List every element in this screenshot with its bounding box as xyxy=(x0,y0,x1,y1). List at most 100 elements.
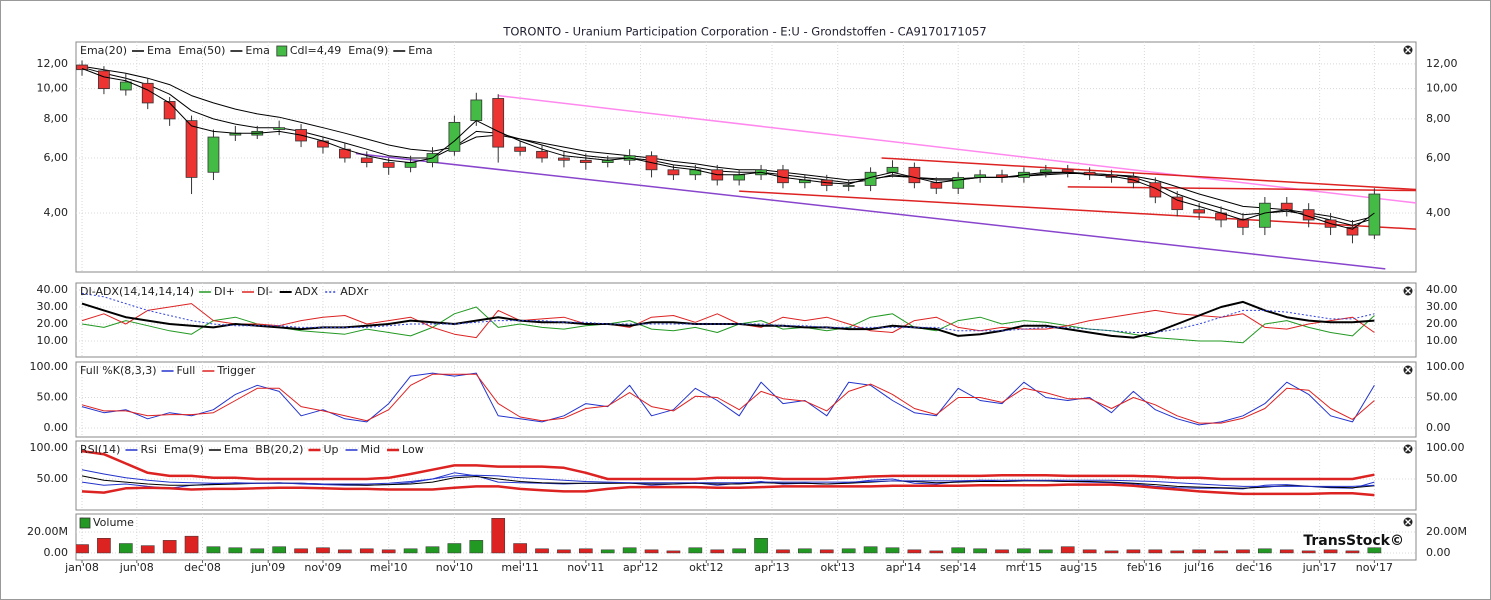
volume-bar xyxy=(403,548,418,554)
volume-bar xyxy=(316,547,330,554)
close-button[interactable] xyxy=(1403,286,1413,296)
x-tick-label: feb'16 xyxy=(1127,561,1162,574)
close-button[interactable] xyxy=(1403,444,1413,454)
candle-body xyxy=(1237,219,1249,228)
panel-frame xyxy=(75,361,1417,438)
plot-area xyxy=(76,514,1416,560)
x-tick-label: nov'09 xyxy=(304,561,341,574)
y-tick-label-right: 30.00 xyxy=(1426,300,1458,313)
y-tick-label: 50.00 xyxy=(37,472,69,485)
x-tick-label: apr'13 xyxy=(754,561,789,574)
y-tick-label: 10.00 xyxy=(37,334,69,347)
x-tick-label: dec'08 xyxy=(184,561,221,574)
legend-entry: ADXr xyxy=(340,285,369,298)
legend-label: Ema(9) xyxy=(348,44,388,57)
series-line xyxy=(81,483,1375,497)
y-tick-label: 10,00 xyxy=(37,82,69,95)
volume-bar xyxy=(250,548,265,554)
legend-entry: Full xyxy=(177,364,196,377)
x-tick-label: dec'16 xyxy=(1235,561,1272,574)
y-tick-label: 6,00 xyxy=(44,151,69,164)
x-tick-label: jul'16 xyxy=(1183,561,1214,574)
volume-bar xyxy=(338,549,352,554)
candle-body xyxy=(1149,182,1162,198)
panel-frame xyxy=(75,440,1417,511)
volume-bar xyxy=(162,540,177,554)
close-button[interactable] xyxy=(1403,517,1413,527)
legend-title: RSI(14) xyxy=(80,443,120,456)
legend-entry: Cdl=4,49 xyxy=(290,44,341,57)
candle-body xyxy=(98,70,110,90)
x-tick-label: mei'11 xyxy=(501,561,539,574)
y-tick-label: 50.00 xyxy=(37,390,69,403)
legend-swatch xyxy=(79,517,91,529)
volume-bar xyxy=(841,548,856,554)
y-tick-label-right: 0.00 xyxy=(1426,421,1451,434)
y-tick-label-right: 6,00 xyxy=(1426,151,1451,164)
series-line xyxy=(81,68,1375,230)
close-button[interactable] xyxy=(1403,365,1413,375)
volume-bar xyxy=(929,550,944,554)
legend-title: Full %K(8,3,3) xyxy=(80,364,157,377)
candle-body xyxy=(382,162,395,168)
volume-bar xyxy=(228,547,243,554)
series-line xyxy=(81,449,1375,481)
x-tick-label: jun'08 xyxy=(119,561,154,574)
candle-body xyxy=(1368,193,1381,236)
y-tick-label-right: 50.00 xyxy=(1426,390,1458,403)
y-tick-label: 20.00M xyxy=(27,525,68,538)
volume-bar xyxy=(907,549,922,554)
trendline xyxy=(739,190,1416,230)
x-tick-label: nov'17 xyxy=(1356,561,1393,574)
volume-bar xyxy=(1214,550,1228,554)
candle-body xyxy=(536,150,548,159)
candle-body xyxy=(908,166,921,184)
x-tick-label: jun'17 xyxy=(1302,561,1337,574)
y-tick-label-right: 50.00 xyxy=(1426,472,1458,485)
x-tick-label: okt'13 xyxy=(821,561,855,574)
y-tick-label: 100.00 xyxy=(30,441,69,454)
watermark: TransStock© xyxy=(1303,533,1404,549)
volume-bar xyxy=(1258,548,1272,554)
y-tick-label-right: 100.00 xyxy=(1426,441,1465,454)
series-line xyxy=(81,469,1375,487)
volume-bar xyxy=(973,548,987,554)
volume-bar xyxy=(622,547,637,554)
plot-area xyxy=(76,42,1416,272)
volume-bar xyxy=(885,547,900,554)
candle-body xyxy=(952,176,965,189)
panel-frame xyxy=(75,41,1417,273)
candle-body xyxy=(163,101,176,120)
y-tick-label-right: 10.00 xyxy=(1426,334,1458,347)
volume-bar xyxy=(798,548,812,554)
volume-bar xyxy=(951,547,966,554)
volume-bar xyxy=(513,543,527,554)
y-tick-label: 40.00 xyxy=(37,283,69,296)
plot-area xyxy=(76,362,1416,437)
volume-bar xyxy=(1126,549,1141,554)
candle-body xyxy=(207,136,220,173)
panel-frame xyxy=(75,282,1417,358)
y-tick-label-right: 100.00 xyxy=(1426,360,1465,373)
volume-bar xyxy=(1236,549,1250,554)
candle-body xyxy=(1193,209,1206,214)
volume-bar xyxy=(666,550,681,554)
x-tick-label: jan'08 xyxy=(64,561,99,574)
volume-bar xyxy=(140,545,155,554)
y-tick-label: 20.00 xyxy=(37,317,69,330)
legend-entry: Low xyxy=(402,443,424,456)
legend-title: DI-ADX(14,14,14,14) xyxy=(80,285,194,298)
series-line xyxy=(81,303,1375,339)
candle-body xyxy=(492,98,505,148)
candle-body xyxy=(886,166,899,173)
y-tick-label-right: 10,00 xyxy=(1426,82,1458,95)
candle-body xyxy=(119,81,132,91)
x-tick-label: apr'12 xyxy=(623,561,658,574)
candle-body xyxy=(404,162,417,168)
candle-body xyxy=(667,169,680,176)
plot-area xyxy=(76,283,1416,357)
legend-swatch xyxy=(276,45,288,57)
legend-entry: Mid xyxy=(361,443,381,456)
candle-body xyxy=(185,120,198,178)
close-button[interactable] xyxy=(1403,45,1413,55)
